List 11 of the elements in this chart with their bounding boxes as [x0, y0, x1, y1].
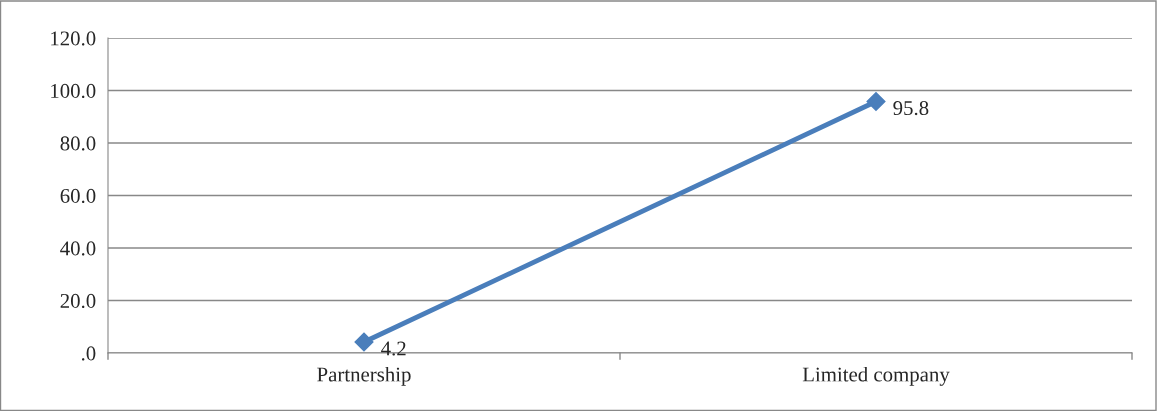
y-tick-label: 60.0 — [60, 188, 96, 204]
y-tick-label: 80.0 — [60, 136, 96, 151]
data-label: 95.8 — [893, 101, 929, 116]
y-tick-label: 20.0 — [60, 293, 96, 309]
y-tick-label: 100.0 — [51, 83, 96, 99]
y-tick-label: 40.0 — [60, 241, 96, 256]
x-tick-label: Partnership — [317, 366, 411, 386]
y-tick-label: .0 — [81, 346, 96, 361]
y-tick-label: 120.0 — [51, 31, 96, 46]
x-tick-label: Limited company — [802, 366, 950, 386]
data-label: 4.2 — [381, 341, 406, 356]
